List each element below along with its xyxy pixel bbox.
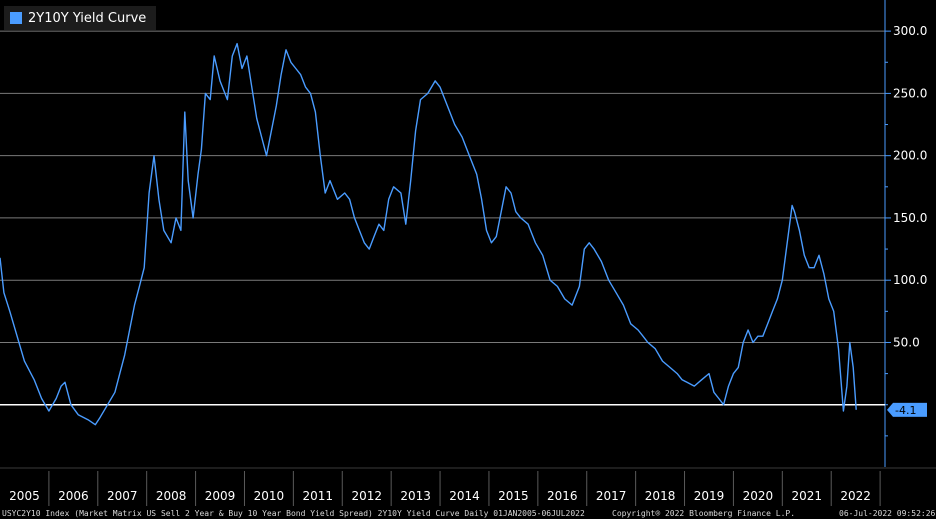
yield-curve-chart: 50.0 100.0 150.0 200.0 250.0 300.0 2005 2006 200… [0,0,936,506]
x-tick-label: 2012 [351,489,382,503]
x-tick-label: 2021 [791,489,822,503]
y-tick-label: 150.0 [893,211,927,225]
x-tick-label: 2009 [205,489,236,503]
last-value-label: -4.1 [895,404,916,417]
x-tick-label: 2020 [743,489,774,503]
y-tick-label: 300.0 [893,24,927,38]
x-tick-label: 2006 [58,489,89,503]
x-tick-label: 2010 [254,489,285,503]
x-tick-label: 2017 [596,489,627,503]
y-tick-label: 100.0 [893,273,927,287]
last-value-box [893,402,927,417]
y-tick-label: 200.0 [893,149,927,163]
last-value-pointer [887,402,893,417]
x-tick-label: 2015 [498,489,529,503]
x-tick-label: 2014 [449,489,480,503]
x-tick-label: 2008 [156,489,187,503]
footer-copyright: Copyright® 2022 Bloomberg Finance L.P. [612,509,796,518]
x-tick-label: 2007 [107,489,138,503]
chart-legend: 2Y10Y Yield Curve [4,6,157,30]
footer-timestamp: 06-Jul-2022 09:52:26 [839,509,936,518]
y-tick-label: 50.0 [893,335,920,349]
x-tick-label: 2013 [400,489,431,503]
x-tick-label: 2022 [840,489,871,503]
x-tick-label: 2018 [645,489,676,503]
legend-label: 2Y10Y Yield Curve [28,10,147,26]
series-line [0,42,857,426]
x-tick-label: 2011 [303,489,334,503]
x-tick-label: 2005 [9,489,40,503]
chart-footer: USYC2Y10 Index (Market Matrix US Sell 2 … [0,508,936,519]
x-tick-label: 2019 [694,489,725,503]
x-tick-label: 2016 [547,489,578,503]
footer-source: USYC2Y10 Index (Market Matrix US Sell 2 … [2,509,585,518]
y-tick-label: 250.0 [893,86,927,100]
legend-swatch [10,12,22,24]
